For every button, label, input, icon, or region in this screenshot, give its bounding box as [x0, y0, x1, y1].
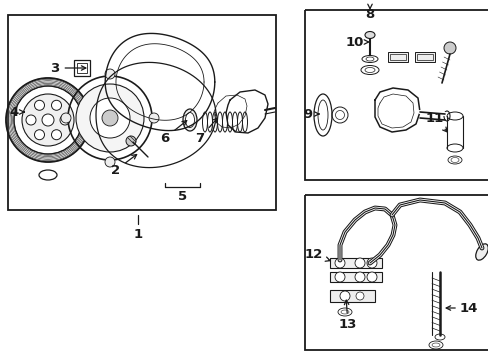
Circle shape	[22, 94, 74, 146]
Circle shape	[334, 272, 345, 282]
Ellipse shape	[185, 112, 194, 127]
Text: 10: 10	[345, 36, 369, 49]
Circle shape	[105, 69, 115, 79]
Text: 11: 11	[425, 112, 447, 132]
Circle shape	[105, 157, 115, 167]
Bar	[8, 15, 275, 210]
Ellipse shape	[364, 31, 374, 39]
Bar	[305, 195, 488, 350]
Circle shape	[61, 113, 71, 123]
Circle shape	[354, 258, 364, 268]
Bar	[387, 52, 407, 62]
Circle shape	[149, 113, 159, 123]
Circle shape	[102, 110, 118, 126]
Circle shape	[366, 258, 376, 268]
Text: 13: 13	[338, 300, 356, 332]
Circle shape	[90, 98, 130, 138]
Circle shape	[354, 272, 364, 282]
Bar	[329, 290, 374, 302]
Bar	[329, 272, 381, 282]
Text: 14: 14	[459, 302, 477, 315]
Bar	[416, 54, 432, 60]
Text: 7: 7	[195, 118, 217, 144]
Bar	[414, 52, 434, 62]
Circle shape	[355, 292, 363, 300]
Bar	[305, 10, 488, 180]
Text: 8: 8	[365, 8, 374, 21]
Bar	[329, 258, 381, 268]
Circle shape	[76, 84, 143, 152]
Circle shape	[51, 130, 61, 140]
Ellipse shape	[183, 109, 197, 131]
Circle shape	[334, 258, 345, 268]
Circle shape	[60, 115, 70, 125]
Circle shape	[366, 272, 376, 282]
Circle shape	[51, 100, 61, 110]
Circle shape	[339, 291, 349, 301]
Circle shape	[35, 130, 44, 140]
Circle shape	[35, 100, 44, 110]
Ellipse shape	[475, 244, 487, 260]
Circle shape	[26, 115, 36, 125]
Circle shape	[443, 42, 455, 54]
Bar	[74, 60, 90, 76]
Circle shape	[42, 114, 54, 126]
Text: 4: 4	[9, 105, 24, 118]
Text: 6: 6	[160, 121, 186, 144]
Text: 12: 12	[304, 248, 329, 261]
Text: 3: 3	[50, 62, 86, 75]
Text: 2: 2	[111, 154, 136, 176]
Text: 1: 1	[133, 228, 142, 241]
Bar	[389, 54, 405, 60]
Circle shape	[126, 136, 136, 146]
Bar	[77, 63, 87, 73]
Text: 9: 9	[303, 108, 318, 121]
Text: 5: 5	[178, 190, 187, 203]
